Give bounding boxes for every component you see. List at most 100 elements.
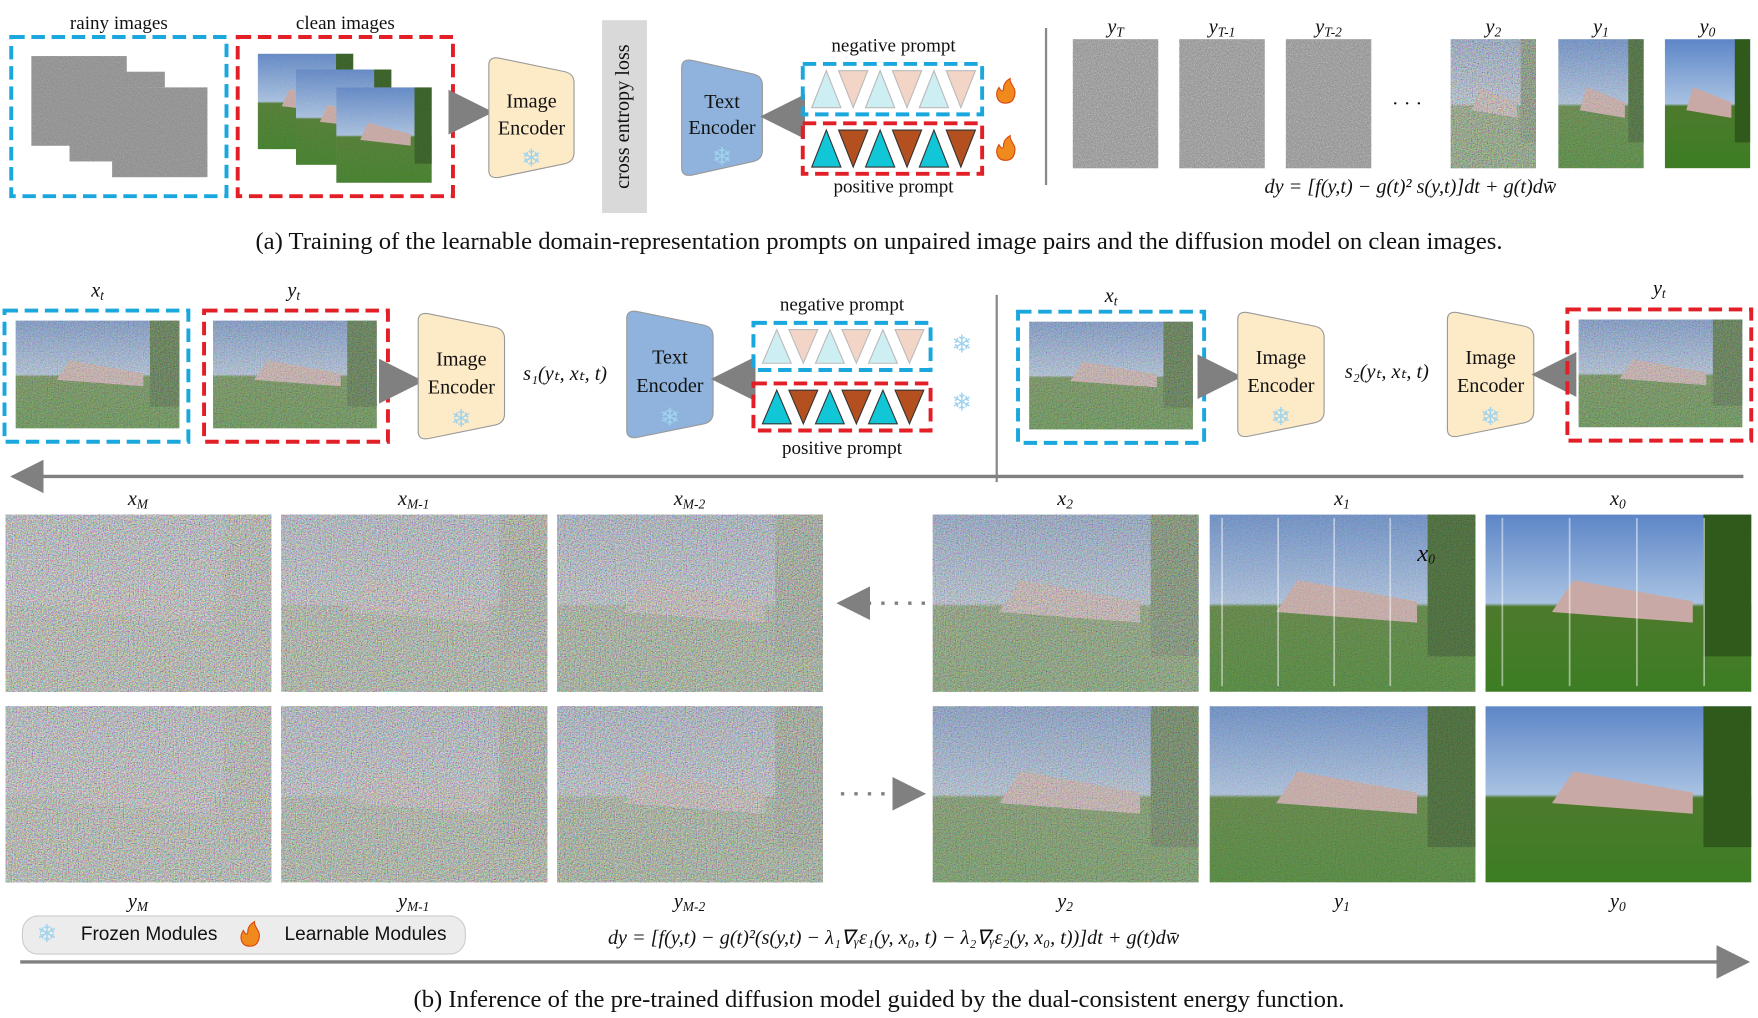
- sub-label: yT: [1105, 16, 1125, 40]
- label-sub: M-2: [682, 497, 706, 512]
- label-base: y: [672, 890, 683, 912]
- label-sub: T-1: [1218, 25, 1236, 40]
- image-noise: [1578, 319, 1743, 428]
- image-noise: [557, 514, 823, 692]
- encoder-text: Encoder: [1247, 375, 1314, 397]
- encoder: [681, 59, 763, 176]
- sub-label: yT-2: [1313, 16, 1342, 40]
- dashed-box: [2, 308, 191, 444]
- frozen-icon: ❄: [521, 144, 542, 173]
- label-sub: 2: [1066, 497, 1073, 512]
- image-noise: [213, 320, 377, 429]
- image-noise: [336, 87, 432, 183]
- encoder-text: Image: [436, 348, 486, 370]
- prompt-token: [945, 129, 977, 169]
- dashed-box: [751, 381, 933, 433]
- label-sub: t: [100, 288, 104, 303]
- label: clean images: [296, 13, 395, 34]
- image-noise: [932, 514, 1199, 692]
- image-noise: [5, 706, 272, 883]
- sub-label: y1: [1591, 16, 1609, 40]
- frozen-icon: ❄: [952, 388, 973, 417]
- label-base: x: [1333, 488, 1343, 510]
- image-tree: [1734, 39, 1751, 143]
- image-noise: [1029, 321, 1193, 430]
- label-base: y: [1313, 16, 1324, 38]
- image-noise: [1209, 706, 1476, 883]
- prompt-token: [894, 389, 925, 426]
- label-base: y: [1591, 16, 1602, 38]
- learnable-icon: [240, 920, 260, 947]
- encoder-text: Text: [652, 346, 688, 368]
- label: positive prompt: [782, 438, 903, 459]
- dashed-box: [800, 61, 985, 117]
- label-sub: 0: [1709, 25, 1716, 40]
- legend-text: Learnable Modules: [285, 924, 447, 945]
- image-noise: [557, 706, 823, 883]
- label-base: y: [126, 890, 137, 912]
- sub-label: yM: [126, 890, 149, 914]
- sub-label: xt: [90, 279, 104, 303]
- image-tree: [1703, 514, 1752, 657]
- sub-label: x0: [1609, 488, 1626, 512]
- frozen-icon: ❄: [1271, 402, 1292, 431]
- label-base: x: [673, 488, 683, 510]
- encoder-text: Image: [1256, 347, 1306, 369]
- loss-bar: [602, 20, 647, 214]
- prompt-token: [841, 389, 872, 426]
- prompt-token: [867, 328, 899, 364]
- label-sub: M: [136, 497, 149, 512]
- encoder-text: Encoder: [688, 117, 755, 139]
- sub-label: yt: [285, 279, 300, 303]
- prompt-token: [788, 329, 819, 365]
- sub-label: y1: [1332, 890, 1350, 914]
- prompt-token: [810, 128, 842, 168]
- frozen-icon: ❄: [451, 404, 472, 433]
- image-noise: [932, 706, 1199, 883]
- label-base: y: [1105, 16, 1116, 38]
- prompt-token: [891, 129, 923, 169]
- label-sub: T: [1116, 25, 1125, 40]
- encoder-text: Encoder: [498, 118, 565, 140]
- loss-text: cross entropy loss: [612, 44, 634, 189]
- image-noise: [15, 320, 180, 429]
- label-base: y: [1055, 890, 1066, 912]
- prompt-token: [891, 70, 923, 110]
- dashed-box: [751, 320, 933, 372]
- ellipsis: · · ·: [1392, 93, 1422, 115]
- prompt-token: [894, 329, 925, 365]
- encoder-text: Encoder: [1457, 375, 1524, 397]
- frozen-icon: ❄: [952, 329, 973, 358]
- label-sub: 2: [1495, 25, 1502, 40]
- encoder-text: Image: [506, 91, 556, 113]
- image-house: [1551, 580, 1693, 623]
- label-sub: 0: [1428, 552, 1435, 567]
- image-house: [1551, 771, 1693, 814]
- encoder-text: Text: [704, 91, 740, 113]
- sub-label: yT-1: [1207, 16, 1236, 40]
- label-sub: t: [296, 288, 300, 303]
- prompt-token: [867, 388, 899, 425]
- frozen-icon: ❄: [37, 919, 58, 948]
- label-sub: M-2: [682, 899, 706, 914]
- dashed-box: [1565, 307, 1754, 443]
- encoder: [488, 57, 575, 179]
- prompt-token: [814, 388, 846, 425]
- learnable-icon: [996, 77, 1016, 104]
- encoder: [626, 310, 714, 439]
- label-sub: 1: [1343, 497, 1350, 512]
- learnable-icon: [996, 134, 1016, 161]
- encoder: [1446, 311, 1535, 438]
- sub-label: xt: [1104, 285, 1118, 309]
- frozen-icon: ❄: [1480, 402, 1501, 431]
- image-noise: [1285, 39, 1372, 169]
- image-noise: [1558, 39, 1644, 169]
- prompt-token: [945, 70, 977, 110]
- label-base: y: [1651, 277, 1662, 299]
- image-noise: [112, 87, 208, 178]
- sub-label: yM-2: [672, 890, 706, 914]
- sub-label: yM-1: [396, 890, 429, 914]
- prompt-token: [864, 128, 896, 168]
- overlay-label: x0: [1416, 540, 1435, 567]
- prompt-token: [837, 70, 869, 110]
